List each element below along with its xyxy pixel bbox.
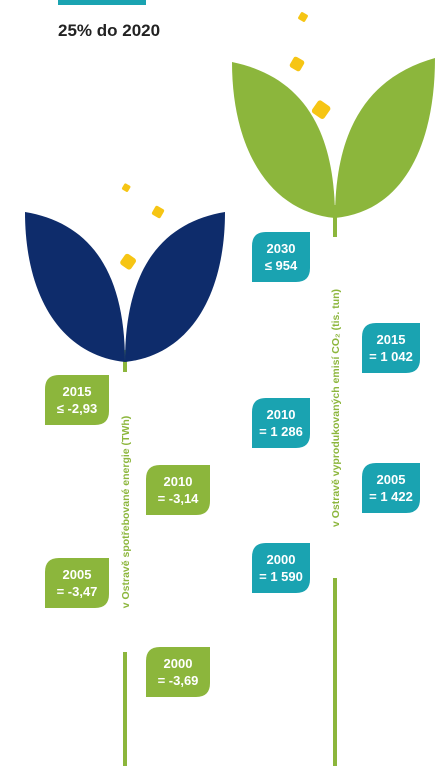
tag-leaf bbox=[45, 375, 109, 425]
tag-leaf bbox=[252, 543, 310, 593]
tag-value: = 1 286 bbox=[259, 424, 303, 439]
tag-year: 2030 bbox=[267, 241, 296, 256]
tag-leaf bbox=[252, 232, 310, 282]
tag-year: 2010 bbox=[267, 407, 296, 422]
tag-leaf bbox=[362, 463, 420, 513]
tag-value: = -3,14 bbox=[158, 491, 200, 506]
petal bbox=[151, 205, 165, 219]
petal bbox=[311, 99, 332, 120]
tag-year: 2010 bbox=[164, 474, 193, 489]
tag-value: = 1 042 bbox=[369, 349, 413, 364]
tag-leaf bbox=[45, 558, 109, 608]
tag-value: = 1 422 bbox=[369, 489, 413, 504]
petal bbox=[289, 56, 305, 72]
tag-year: 2000 bbox=[267, 552, 296, 567]
tag-year: 2005 bbox=[63, 567, 92, 582]
petal bbox=[119, 253, 137, 271]
tag-year: 2015 bbox=[377, 332, 406, 347]
petal bbox=[121, 183, 131, 193]
stem bbox=[123, 652, 127, 766]
leaf bbox=[125, 212, 225, 362]
tag-value: = 1 590 bbox=[259, 569, 303, 584]
stem-label: v Ostravě spotřebované energie (TWh) bbox=[120, 416, 132, 609]
leaf bbox=[232, 62, 335, 218]
leaf bbox=[335, 58, 435, 218]
header-title: 25% do 2020 bbox=[58, 21, 160, 40]
tag-year: 2000 bbox=[164, 656, 193, 671]
stem-label: v Ostravě vyprodukovaných emisí CO₂ (tis… bbox=[330, 289, 342, 527]
tag-leaf bbox=[362, 323, 420, 373]
tag-value: = -3,69 bbox=[158, 673, 199, 688]
petal bbox=[298, 12, 309, 23]
tag-value: ≤ -2,93 bbox=[57, 401, 97, 416]
tag-leaf bbox=[252, 398, 310, 448]
tag-year: 2015 bbox=[63, 384, 92, 399]
tag-leaf bbox=[146, 647, 210, 697]
leaf bbox=[25, 212, 125, 362]
tag-year: 2005 bbox=[377, 472, 406, 487]
right-plant: v Ostravě vyprodukovaných emisí CO₂ (tis… bbox=[232, 12, 435, 766]
header-bar bbox=[58, 0, 146, 5]
tag-value: ≤ 954 bbox=[265, 258, 298, 273]
tag-leaf bbox=[146, 465, 210, 515]
infographic: 25% do 2020 v Ostravě spotřebované energ… bbox=[0, 0, 435, 766]
stem bbox=[333, 578, 337, 766]
tag-value: = -3,47 bbox=[57, 584, 98, 599]
